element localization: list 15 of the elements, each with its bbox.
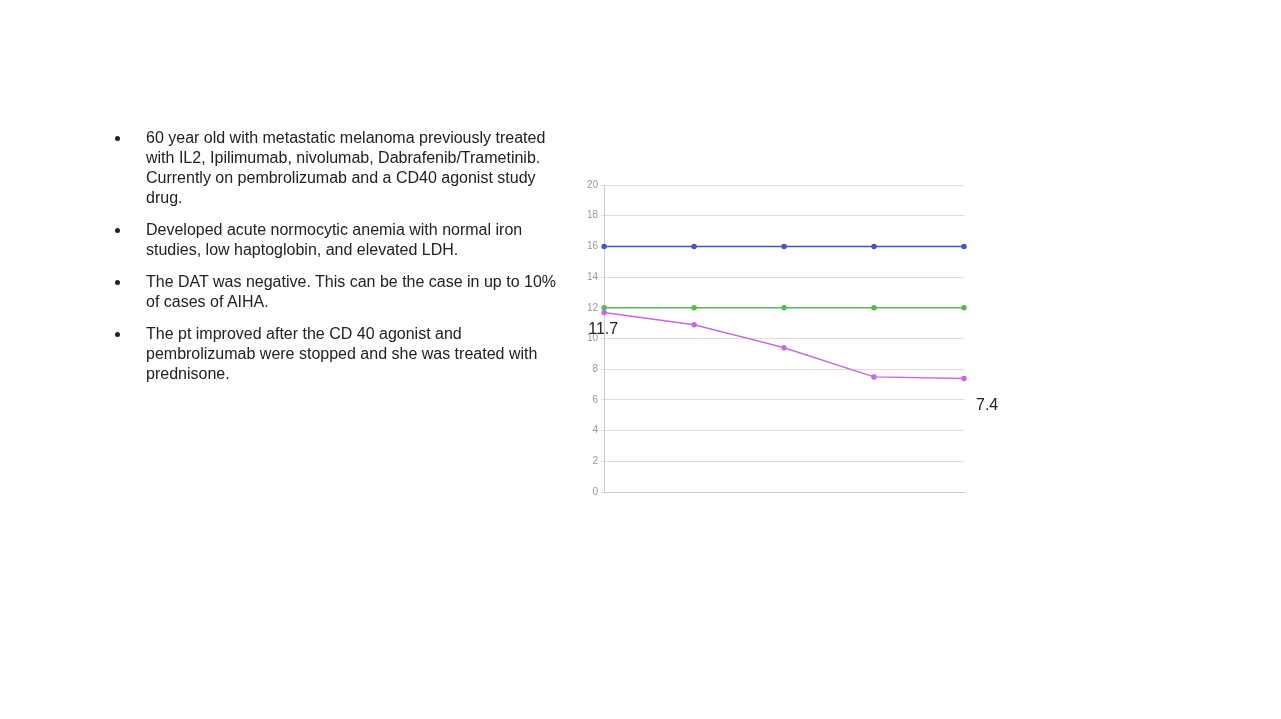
data-label: 7.4	[976, 396, 999, 414]
y-tick-label: 12	[587, 301, 599, 313]
y-tick-label: 6	[592, 393, 599, 405]
text: The pt improved after the CD 40 agonist and pembrolizumab were stopped and she was treated with prednisone.	[146, 324, 539, 384]
y-tick-label: 20	[587, 178, 599, 190]
y-tick-label: 14	[587, 270, 599, 282]
text: 60 year old with metastatic melanoma previously treated with IL2, Ipilimumab, nivolumab, Dabrafenib/Trametinib. Currently on pembrolizumab and a CD40 agonist study drug.	[146, 128, 547, 208]
text: The DAT was negative. This can be the case in up to 10% of cases of AIHA.	[146, 272, 557, 312]
text: Developed acute normocytic anemia with normal iron studies, low haptoglobin, and elevated LDH.	[146, 220, 524, 260]
y-tick-label: 0	[592, 485, 599, 497]
y-tick-label: 16	[587, 240, 599, 252]
y-tick-label: 18	[587, 209, 599, 221]
y-tick-label: 4	[592, 424, 599, 436]
y-tick-label: 8	[592, 362, 599, 374]
y-tick-label: 2	[592, 455, 599, 467]
